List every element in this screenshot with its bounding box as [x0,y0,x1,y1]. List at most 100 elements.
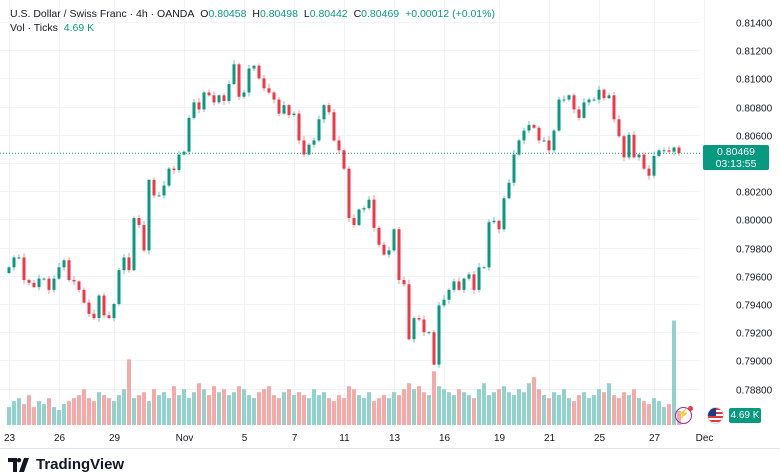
candle-body [422,319,426,333]
volume-bar [402,389,406,425]
volume-label[interactable]: Vol · Ticks [10,22,58,34]
time-tick-label: Nov [176,433,194,444]
price-tick-label: 0.81200 [736,47,773,58]
volume-bar [282,392,286,425]
volume-bar [582,392,586,425]
price-tick-label: 0.79400 [736,301,773,312]
candle-body [197,102,201,110]
volume-bar [482,383,486,425]
volume-bar [297,392,301,425]
candles [7,59,681,368]
volume-bar [187,398,191,425]
volume-bar [292,395,296,425]
volume-bar [222,389,226,425]
volume-bar [12,401,16,425]
volume-bar [507,392,511,425]
candle-body [582,102,586,118]
volume-bar [642,401,646,425]
candle-body [117,270,121,304]
candle-body [167,168,171,186]
volume-bar [207,395,211,425]
volume-bar [367,392,371,425]
candle-body [77,281,81,290]
candle-body [257,65,261,79]
candle-body [7,267,11,273]
candle-body [487,222,491,268]
volume-bar [57,410,61,425]
volume-bar [407,383,411,425]
volume-bar [447,392,451,425]
volume-bar [47,398,51,425]
volume-bar [247,395,251,425]
volume-bar [547,398,551,425]
volume-value: 4.69 K [63,22,95,34]
volume-bar [252,398,256,425]
candle-body [52,278,56,290]
us-flag-icon[interactable] [707,407,724,424]
candle-body [87,302,91,314]
volume-bar [392,392,396,425]
volume-bar [357,395,361,425]
volume-bar [437,386,441,425]
candle-body [322,105,326,120]
candle-body [407,284,411,340]
candle-body [212,95,216,103]
candle-body [337,140,341,151]
volume-bar [352,389,356,425]
volume-bar [622,392,626,425]
volume-bar [442,389,446,425]
tradingview-logo[interactable]: TradingView [8,456,124,473]
time-tick-label: 27 [649,433,661,444]
candle-body [307,144,311,155]
candle-body [12,257,16,268]
candle-body [227,84,231,101]
bar-countdown: 03:13:55 [715,158,757,170]
time-axis[interactable]: 23 26 29 Nov 5 7 11 13 16 19 21 25 27 Dec [4,433,713,444]
volume-bar [412,389,416,425]
volume-bar [422,392,426,425]
candle-body [22,257,26,281]
volume-bar [627,395,631,425]
candle-body [622,136,626,158]
candle-body [327,105,331,113]
volume-bar [347,386,351,425]
volume-bar [277,398,281,425]
candle-body [502,198,506,230]
candle-body [632,134,636,158]
candle-body [102,295,106,316]
close-label: C [353,8,362,20]
volume-bar [327,398,331,425]
candle-body [287,105,291,116]
high-value: 0.80498 [259,8,298,20]
candle-body [232,64,236,85]
price-tick-label: 0.81400 [736,19,773,30]
volume-bar [77,395,81,425]
high-label: H [252,8,260,20]
candle-body [267,88,271,93]
candle-body [557,99,561,131]
brand-name: TradingView [36,456,125,473]
candle-body [252,65,256,69]
volume-tag: 4.69 K [729,408,761,423]
lightning-icon[interactable]: ⚡ [675,406,693,424]
volume-bar [417,386,421,425]
candle-body [362,208,366,210]
candle-body [657,150,661,156]
volume-bar [542,395,546,425]
symbol-title[interactable]: U.S. Dollar / Swiss Franc · 4h · OANDA [10,8,195,20]
candle-body [552,130,556,151]
candle-body [157,195,161,197]
volume-bar [432,371,436,425]
low-value: 0.80442 [309,8,348,20]
candle-body [437,305,441,365]
candle-body [512,154,516,183]
volume-bar [557,395,561,425]
time-tick-label: 19 [494,433,506,444]
volume-bar [267,386,271,425]
price-axis[interactable]: 0.81400 0.81200 0.81000 0.80800 0.80600 0.802… [736,19,773,397]
volume-bar [172,386,176,425]
volume-bar [272,395,276,425]
volume-bar [122,389,126,425]
price-tick-label: 0.79800 [736,245,773,256]
